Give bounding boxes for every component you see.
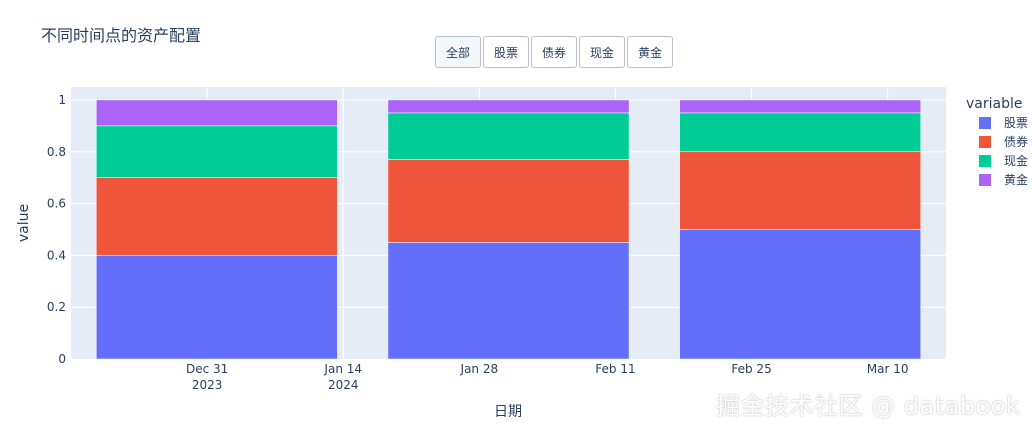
y-tick-label: 0.8 — [47, 145, 66, 159]
watermark: 掘金技术社区 @ databook — [716, 392, 1021, 420]
x-tick-year-label: 2023 — [192, 378, 223, 392]
x-tick-label: Mar 10 — [867, 362, 909, 376]
bar-segment — [679, 229, 921, 360]
x-tick-label: Feb 25 — [731, 362, 771, 376]
legend-swatch — [979, 117, 991, 129]
legend-title: variable — [966, 96, 1022, 112]
filter-button-cash[interactable]: 现金 — [579, 36, 626, 68]
bar-segment — [679, 151, 921, 230]
bar-segment — [387, 242, 630, 360]
y-tick-label: 0.4 — [47, 248, 66, 262]
filter-button-stocks[interactable]: 股票 — [483, 36, 530, 68]
x-tick-year-label: 2024 — [328, 378, 359, 392]
plot-background — [71, 87, 946, 359]
filter-button-bar: 全部 股票 债券 现金 黄金 — [435, 36, 674, 68]
filter-button-gold[interactable]: 黄金 — [627, 36, 674, 68]
y-tick-label: 0 — [58, 352, 66, 366]
bar-segment — [387, 99, 630, 114]
legend-label: 黄金 — [1004, 172, 1028, 187]
x-tick-label: Jan 14 — [323, 362, 362, 376]
bar-segment — [679, 99, 921, 114]
x-tick-label: Jan 28 — [460, 362, 499, 376]
bar-segment — [387, 112, 630, 160]
y-tick-label: 0.6 — [47, 197, 66, 211]
x-tick-label: Dec 31 — [186, 362, 228, 376]
filter-button-all[interactable]: 全部 — [435, 36, 482, 68]
x-axis-label: 日期 — [494, 404, 522, 420]
x-tick-label: Feb 11 — [595, 362, 635, 376]
bar-segment — [96, 99, 338, 127]
filter-button-bonds[interactable]: 债券 — [531, 36, 578, 68]
chart-title: 不同时间点的资产配置 — [41, 26, 202, 45]
bars — [96, 99, 921, 360]
legend-label: 股票 — [1004, 116, 1028, 130]
bar-segment — [96, 255, 338, 360]
legend-swatch — [979, 155, 991, 167]
y-tick-label: 0.2 — [47, 300, 66, 314]
y-tick-label: 1 — [58, 93, 66, 107]
legend-label: 债券 — [1004, 134, 1028, 149]
gridlines — [71, 87, 946, 359]
bar-segment — [96, 177, 338, 256]
legend-swatch — [979, 174, 991, 186]
legend-swatch — [979, 136, 991, 148]
bar-segment — [679, 112, 921, 153]
bar-segment — [387, 159, 630, 243]
bar-segment — [96, 125, 338, 178]
y-axis-ticks: 0 0.2 0.4 0.6 0.8 1 — [47, 93, 66, 366]
y-axis-label: value — [16, 204, 32, 242]
legend-label: 现金 — [1004, 153, 1028, 168]
